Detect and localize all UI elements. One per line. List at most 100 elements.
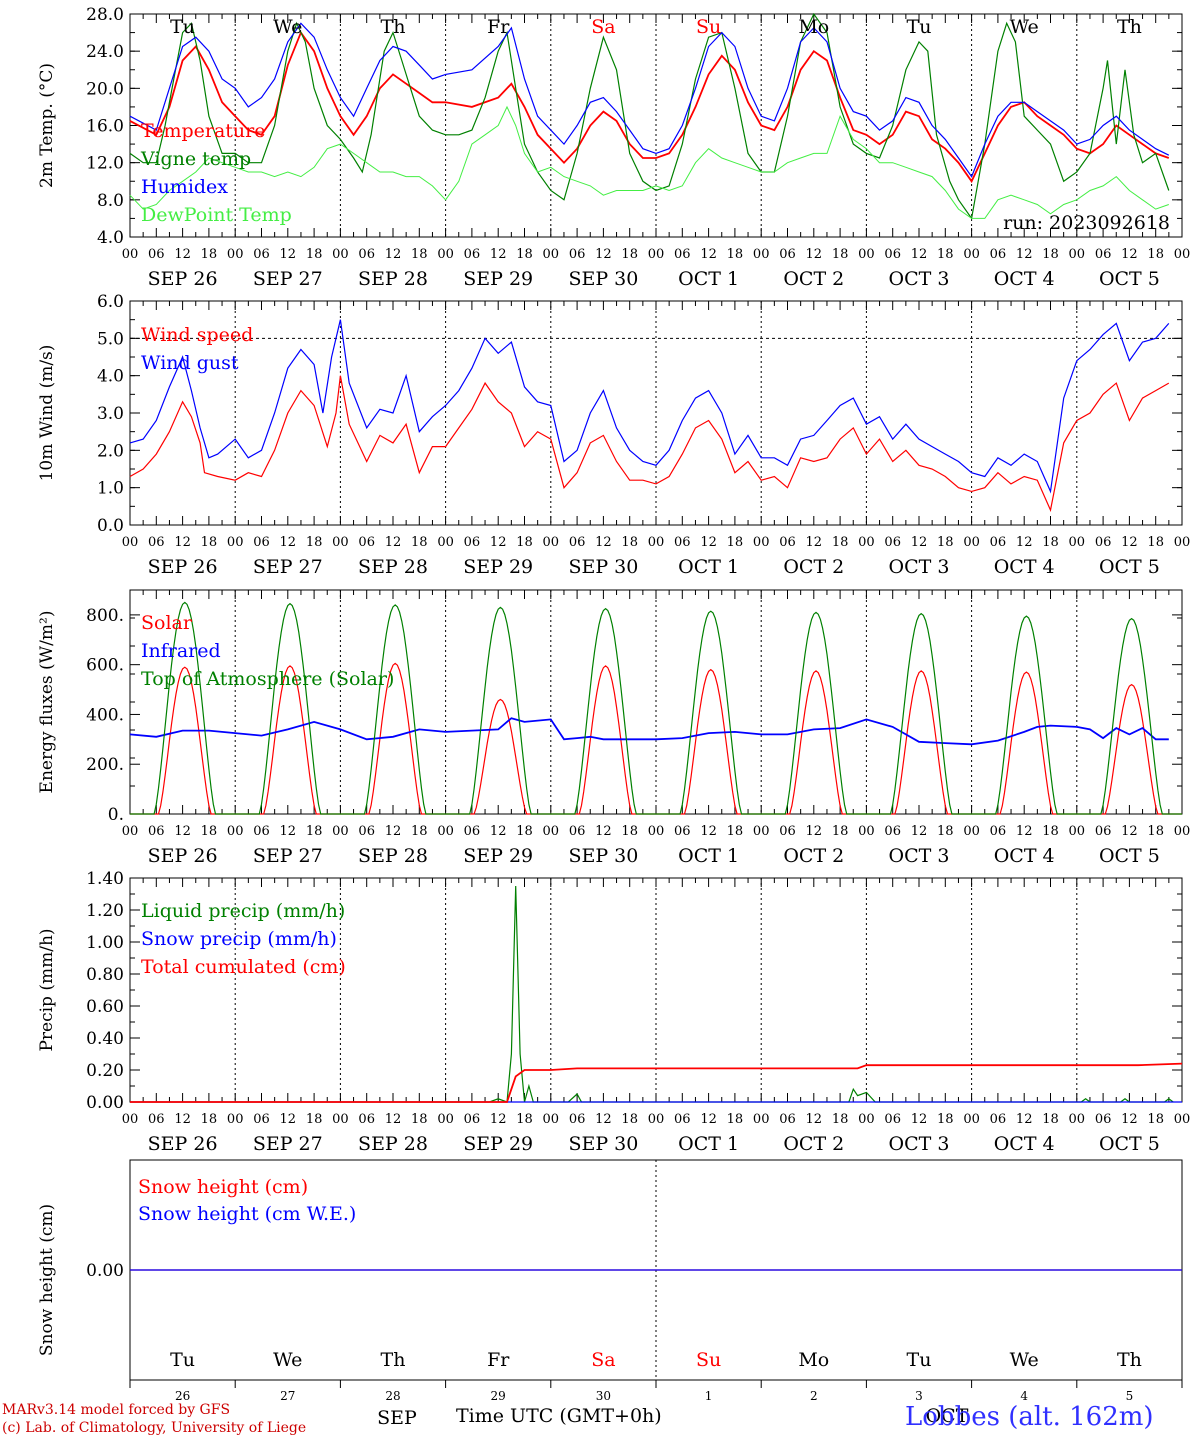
weekday-label: Th [1117,16,1142,38]
hour-label: 18 [201,1112,218,1127]
date-label: SEP 26 [148,556,218,578]
hour-label: 06 [148,247,165,262]
hour-label: 18 [306,535,323,550]
model-credit: MARv3.14 model forced by GFS [2,1402,231,1418]
hour-label: 00 [1069,824,1086,839]
hour-label: 00 [963,1112,980,1127]
hour-label: 12 [595,535,612,550]
date-label: OCT 2 [783,268,844,290]
hour-label: 12 [595,247,612,262]
hour-label: 18 [411,1112,428,1127]
hour-label: 00 [437,824,454,839]
panel-temperature: 4.0 8.0 12.0 16.0 20.0 24.0 28.0 2m Temp. (°C) 0… [37,5,1190,290]
hour-label: 12 [174,824,191,839]
hour-label: 00 [858,1112,875,1127]
hour-label: 00 [858,247,875,262]
hour-label: 06 [990,535,1007,550]
y-tick-label: 4.0 [97,367,124,387]
legend-item: Wind speed [141,324,253,346]
hour-label: 18 [201,824,218,839]
hour-label: 12 [700,1112,717,1127]
date-label: OCT 2 [783,845,844,867]
hour-label: 12 [806,247,823,262]
date-label: OCT 1 [678,556,739,578]
weekday-label: We [1010,1349,1039,1371]
day-number: 28 [385,1389,400,1403]
hour-label: 12 [174,1112,191,1127]
weekday-label: Th [381,16,406,38]
legend-item: Snow precip (mm/h) [141,928,337,950]
y-tick-label: 2.0 [97,441,124,461]
y-tick-label: 400. [86,705,124,725]
y-tick-label: 20.0 [86,79,124,99]
date-label: OCT 4 [994,556,1055,578]
hour-label: 00 [122,824,139,839]
date-label: SEP 30 [568,268,638,290]
hour-label: 18 [727,824,744,839]
day-number: 29 [491,1389,506,1403]
hour-label: 18 [937,535,954,550]
hour-label: 12 [1121,824,1138,839]
hour-label: 06 [358,247,375,262]
y-tick-label: 1.20 [86,901,124,921]
hour-label: 06 [253,535,270,550]
date-label: SEP 29 [463,845,533,867]
hour-label: 06 [990,247,1007,262]
y-tick-label: 5.0 [97,329,124,349]
hour-label: 00 [122,1112,139,1127]
hour-label: 00 [648,1112,665,1127]
lab-credit: (c) Lab. of Climatology, University of L… [2,1420,307,1436]
y-tick-label: 1.40 [86,869,124,889]
hour-label: 12 [174,535,191,550]
hour-label: 06 [884,824,901,839]
series-dewpoint-temp [129,105,1169,219]
weekday-label: Sa [591,1349,615,1371]
hour-label: 00 [543,535,560,550]
hour-label: 12 [385,824,402,839]
series-vigne-temp [129,12,1170,220]
hour-label: 12 [700,824,717,839]
hour-label: 18 [516,824,533,839]
hour-label: 00 [963,247,980,262]
hour-label: 00 [753,247,770,262]
hour-label: 00 [332,535,349,550]
hour-label: 12 [1016,247,1033,262]
day-number: 26 [175,1389,190,1403]
hour-label: 00 [1069,247,1086,262]
hour-label: 12 [595,1112,612,1127]
hour-label: 06 [358,1112,375,1127]
hour-label: 06 [1095,247,1112,262]
series-total-cumulated-cm- [130,1062,1183,1103]
date-label: SEP 30 [568,556,638,578]
weekday-label: Fr [487,1349,510,1371]
date-label: SEP 26 [148,845,218,867]
hour-label: 00 [1069,1112,1086,1127]
hour-label: 12 [911,824,928,839]
legend-item: Vigne temp [140,148,251,170]
hour-label: 06 [569,247,586,262]
legend-item: Solar [141,612,193,634]
day-number: 5 [1126,1389,1134,1403]
date-label: OCT 3 [889,845,950,867]
y-tick-label: 8.0 [97,191,124,211]
hour-label: 18 [832,824,849,839]
date-label: SEP 30 [568,1133,638,1155]
date-label: OCT 1 [678,845,739,867]
hour-label: 06 [884,247,901,262]
date-label: SEP 27 [253,556,323,578]
y-tick-label: 800. [86,606,124,626]
date-label: SEP 30 [568,845,638,867]
hour-label: 06 [779,247,796,262]
hour-label: 00 [753,824,770,839]
hour-label: 18 [306,824,323,839]
legend-item: Total cumulated (cm) [141,956,346,978]
month-label: OCT [926,1405,969,1427]
hour-label: 06 [569,535,586,550]
date-label: SEP 28 [358,268,428,290]
hour-label: 00 [437,535,454,550]
panel-wind: 0.0 1.0 2.0 3.0 4.0 5.0 6.0 10m Wind (m/s) 00 06 1… [37,292,1190,578]
date-label: SEP 26 [148,268,218,290]
hour-label: 00 [1174,535,1191,550]
hour-label: 12 [1121,247,1138,262]
